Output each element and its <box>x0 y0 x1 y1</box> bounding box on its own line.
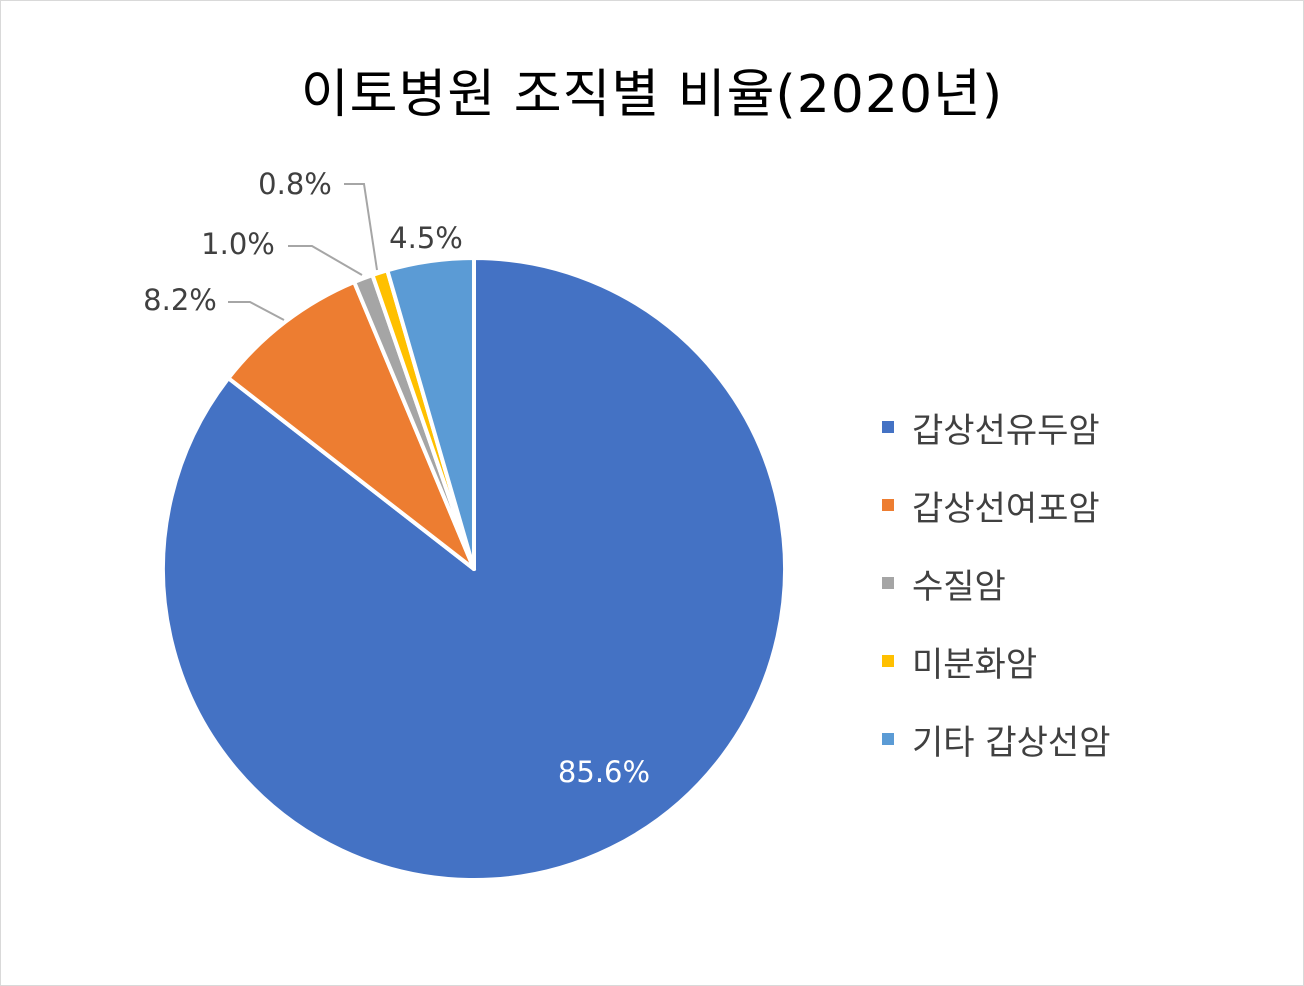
legend-label-4: 미분화암 <box>912 644 1038 685</box>
chart-title: 이토병원 조직별 비율(2020년) <box>300 65 1004 125</box>
leader-line-2 <box>228 301 285 321</box>
legend-label-5: 기타 갑상선암 <box>912 722 1111 763</box>
legend-label-2: 갑상선여포암 <box>912 488 1100 529</box>
pie-slice-5 <box>385 256 476 571</box>
data-label-1: 85.6% <box>558 755 650 789</box>
data-label-5: 4.5% <box>389 221 463 255</box>
legend-swatch-3 <box>882 577 894 589</box>
leader-line-4 <box>344 183 378 271</box>
legend-label-1: 갑상선유두암 <box>912 410 1100 451</box>
pie-slice-1 <box>160 256 787 882</box>
legend-swatch-4 <box>882 655 894 667</box>
pie-slice-2 <box>226 280 476 571</box>
legend-swatch-2 <box>882 499 894 511</box>
legend-label-3: 수질암 <box>912 566 1006 607</box>
data-label-4: 0.8% <box>258 167 332 201</box>
legend-item-5: 기타 갑상선암 <box>882 700 1282 778</box>
legend-item-2: 갑상선여포암 <box>882 466 1282 544</box>
data-label-2: 8.2% <box>143 283 217 317</box>
legend-swatch-5 <box>882 733 894 745</box>
legend-item-1: 갑상선유두암 <box>882 388 1282 466</box>
leader-line-3 <box>288 245 363 276</box>
legend-item-3: 수질암 <box>882 544 1282 622</box>
data-label-3: 1.0% <box>201 227 275 261</box>
legend-item-4: 미분화암 <box>882 622 1282 700</box>
legend-swatch-1 <box>882 421 894 433</box>
